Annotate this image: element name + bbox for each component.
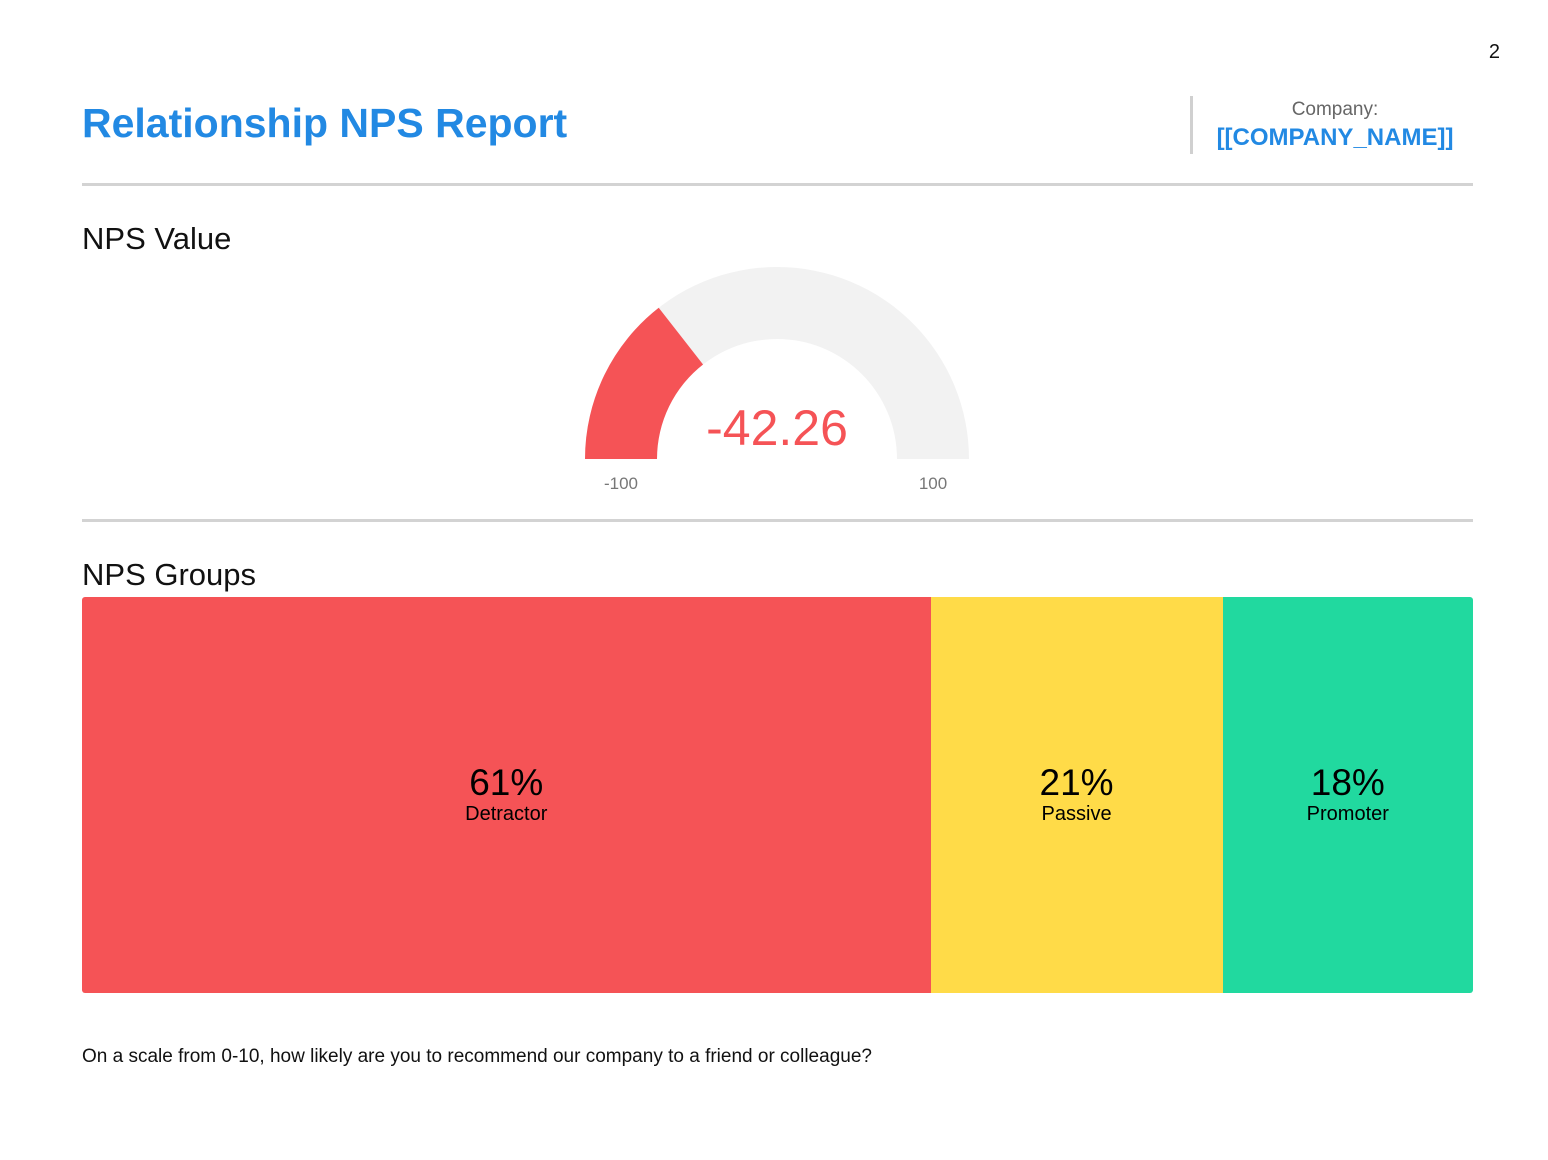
detractor-segment: 61% Detractor <box>82 597 931 993</box>
passive-percent: 21% <box>1039 762 1114 803</box>
nps-value-title: NPS Value <box>82 221 232 256</box>
header-divider <box>82 183 1473 186</box>
gauge-min-label: -100 <box>604 474 638 493</box>
company-name: [[COMPANY_NAME]] <box>1216 124 1454 151</box>
gauge-max-label: 100 <box>919 474 947 493</box>
promoter-segment: 18% Promoter <box>1222 597 1473 993</box>
passive-label: Passive <box>1041 803 1112 825</box>
gauge-svg: -42.26 -100 100 <box>585 267 969 493</box>
detractor-content: 61% Detractor <box>82 762 931 826</box>
page-number: 2 <box>1488 41 1500 63</box>
gauge-value-label: -42.26 <box>706 400 848 456</box>
company-block: Company: [[COMPANY_NAME]] <box>1190 96 1477 154</box>
nps-groups-chart: 61% Detractor 21% Passive 18% Promoter <box>82 597 1473 993</box>
detractor-percent: 61% <box>469 762 544 803</box>
passive-content: 21% Passive <box>931 762 1223 826</box>
nps-gauge: -42.26 -100 100 <box>560 255 1000 505</box>
report-title: Relationship NPS Report <box>82 100 568 146</box>
survey-question: On a scale from 0-10, how likely are you… <box>82 1046 872 1067</box>
company-label: Company: <box>1291 99 1379 120</box>
gauge-divider <box>82 519 1473 522</box>
promoter-content: 18% Promoter <box>1223 762 1473 826</box>
promoter-label: Promoter <box>1306 803 1389 825</box>
promoter-percent: 18% <box>1310 762 1385 803</box>
gauge-value-arc <box>585 307 704 459</box>
passive-segment: 21% Passive <box>930 597 1223 993</box>
detractor-label: Detractor <box>465 803 548 825</box>
gauge-track <box>585 267 969 459</box>
nps-groups-title: NPS Groups <box>82 557 257 592</box>
